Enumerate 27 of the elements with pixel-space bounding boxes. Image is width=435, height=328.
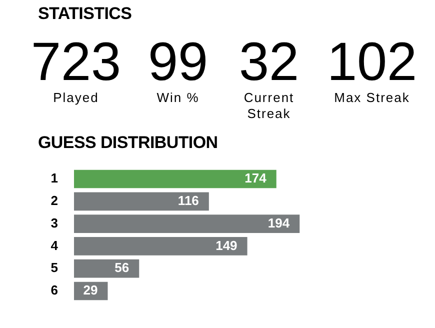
text: STATISTICS [38,4,132,24]
y-tick-label: 1 [50,170,58,186]
chart-title: GUESS DISTRIBUTION [38,133,218,153]
bar [74,192,209,211]
category-label: Max Streak [333,90,411,106]
category-label: Current Streak [242,90,296,122]
data-label: 194 [268,215,290,230]
y-tick-label: 6 [50,282,58,298]
bar [74,170,276,188]
category-label: Win % [156,90,200,106]
data-label: 116 [178,192,199,208]
y-tick-label: 2 [50,192,58,208]
category-label: Played [52,90,100,106]
y-tick-label: 4 [50,238,59,253]
bar [74,259,140,278]
y-tick-label: 3 [50,215,58,230]
data-label: 32 [238,32,300,92]
bar [74,237,248,256]
data-label: 102 [326,32,418,92]
y-tick-label: 5 [50,260,58,276]
data-label: 29 [83,282,98,298]
bar [74,214,300,233]
data-label: 149 [216,238,238,253]
data-label: 723 [30,32,122,92]
data-label: 56 [114,260,130,276]
data-label: 99 [148,32,208,92]
data-label: 174 [244,170,268,186]
